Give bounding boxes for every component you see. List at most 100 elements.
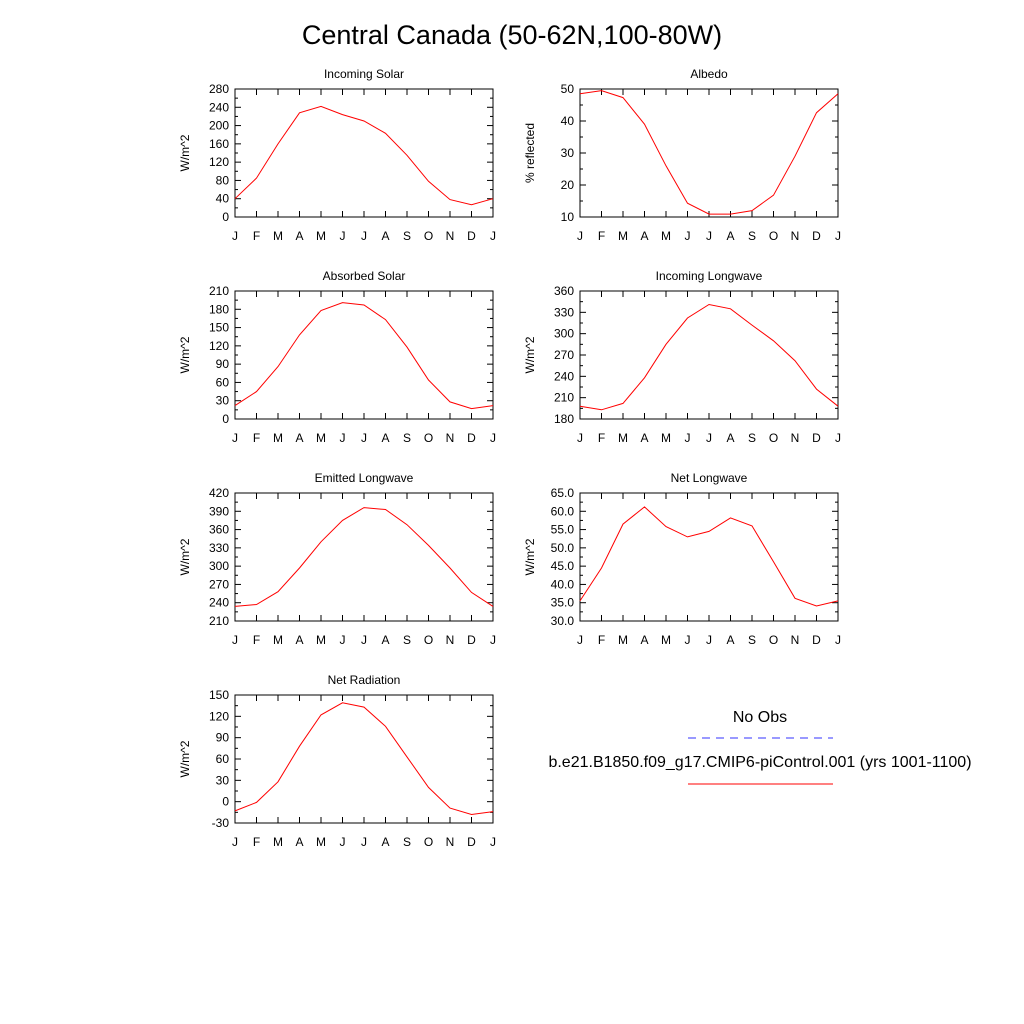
x-tick-label: J: [361, 229, 367, 243]
x-tick-label: A: [381, 431, 389, 445]
y-tick-label: -30: [212, 816, 230, 830]
x-tick-label: M: [661, 431, 671, 445]
y-tick-label: 240: [209, 100, 229, 114]
plot-frame: [234, 694, 494, 824]
y-axis-label: W/m^2: [523, 336, 537, 373]
x-tick-label: F: [598, 229, 605, 243]
y-tick-label: 65.0: [551, 486, 575, 500]
plot-frame: [234, 88, 494, 218]
y-tick-label: 0: [222, 795, 229, 809]
y-tick-label: 55.0: [551, 523, 575, 537]
panel-title: Emitted Longwave: [315, 471, 414, 485]
panel-4: Emitted Longwave W/m^2 210 240 270 300 330 360 3…: [178, 471, 496, 647]
plot-frame: [234, 492, 494, 622]
legend-model-label: b.e21.B1850.f09_g17.CMIP6-piControl.001 …: [548, 754, 971, 771]
y-tick-label: 160: [209, 137, 229, 151]
x-tick-label: J: [685, 633, 691, 647]
y-tick-label: 120: [209, 155, 229, 169]
y-tick-label: 90: [216, 731, 230, 745]
y-tick-label: 360: [209, 523, 229, 537]
y-tick-label: 420: [209, 486, 229, 500]
series-line-model: [234, 302, 494, 410]
x-tick-label: M: [661, 229, 671, 243]
x-tick-label: N: [791, 229, 800, 243]
legend: No Obs b.e21.B1850.f09_g17.CMIP6-piContro…: [548, 709, 972, 785]
x-tick-label: A: [295, 431, 303, 445]
panel-title: Incoming Solar: [324, 67, 404, 81]
y-tick-label: 35.0: [551, 596, 575, 610]
x-tick-label: J: [685, 229, 691, 243]
x-tick-label: F: [253, 431, 260, 445]
x-tick-label: J: [706, 633, 712, 647]
x-tick-label: A: [295, 835, 303, 849]
x-tick-label: J: [706, 431, 712, 445]
series-line-model: [234, 105, 494, 206]
x-tick-label: J: [835, 229, 841, 243]
x-tick-label: D: [467, 633, 476, 647]
y-tick-label: 60.0: [551, 504, 575, 518]
x-tick-label: J: [340, 431, 346, 445]
panel-3: Incoming Longwave W/m^2 180 210 240 270 300 330…: [523, 269, 841, 445]
y-tick-label: 40.0: [551, 577, 575, 591]
y-tick-label: 80: [216, 173, 230, 187]
y-tick-label: 10: [561, 210, 575, 224]
x-tick-label: J: [490, 633, 496, 647]
x-tick-label: A: [726, 431, 734, 445]
x-tick-label: J: [232, 835, 238, 849]
y-axis-label: W/m^2: [178, 740, 192, 777]
y-tick-label: 300: [209, 559, 229, 573]
y-axis-label: W/m^2: [178, 336, 192, 373]
series-line-model: [579, 303, 839, 411]
x-tick-label: A: [640, 431, 648, 445]
x-tick-label: A: [381, 229, 389, 243]
x-tick-label: O: [424, 633, 433, 647]
x-tick-label: J: [577, 431, 583, 445]
x-tick-label: S: [748, 229, 756, 243]
y-tick-label: 30: [216, 394, 230, 408]
x-tick-label: N: [446, 229, 455, 243]
x-tick-label: J: [340, 229, 346, 243]
series-line-model: [234, 702, 494, 816]
y-tick-label: 120: [209, 709, 229, 723]
y-axis-label: % reflected: [523, 123, 537, 183]
x-tick-label: J: [490, 835, 496, 849]
plot-frame: [579, 290, 839, 420]
x-tick-label: O: [769, 229, 778, 243]
x-tick-label: M: [618, 431, 628, 445]
panel-title: Incoming Longwave: [656, 269, 763, 283]
plot-frame: [234, 290, 494, 420]
x-tick-label: D: [812, 633, 821, 647]
y-axis-label: W/m^2: [178, 538, 192, 575]
x-tick-label: N: [446, 835, 455, 849]
y-tick-label: 240: [554, 369, 574, 383]
y-tick-label: 360: [554, 284, 574, 298]
x-tick-label: M: [661, 633, 671, 647]
x-tick-label: J: [232, 633, 238, 647]
x-tick-label: J: [361, 835, 367, 849]
x-tick-label: S: [403, 633, 411, 647]
panel-2: Absorbed Solar W/m^2 0 30 60 90 120 150 180 210 J F…: [178, 269, 496, 445]
x-tick-label: J: [685, 431, 691, 445]
x-tick-label: M: [618, 229, 628, 243]
y-tick-label: 30.0: [551, 614, 575, 628]
y-tick-label: 200: [209, 119, 229, 133]
y-axis-label: W/m^2: [523, 538, 537, 575]
panel-title: Albedo: [690, 67, 728, 81]
y-tick-label: 30: [561, 146, 575, 160]
x-tick-label: D: [467, 229, 476, 243]
page-title: Central Canada (50-62N,100-80W): [301, 20, 723, 50]
panel-5: Net Longwave W/m^2 30.0 35.0 40.0 45.0 50.0 55.…: [523, 471, 841, 647]
x-tick-label: S: [403, 835, 411, 849]
y-tick-label: 180: [209, 302, 229, 316]
x-tick-label: S: [748, 633, 756, 647]
x-tick-label: J: [835, 633, 841, 647]
x-tick-label: M: [273, 431, 283, 445]
y-tick-label: 120: [209, 339, 229, 353]
series-line-model: [579, 506, 839, 607]
x-tick-label: O: [424, 229, 433, 243]
y-tick-label: 45.0: [551, 559, 575, 573]
x-tick-label: M: [316, 229, 326, 243]
